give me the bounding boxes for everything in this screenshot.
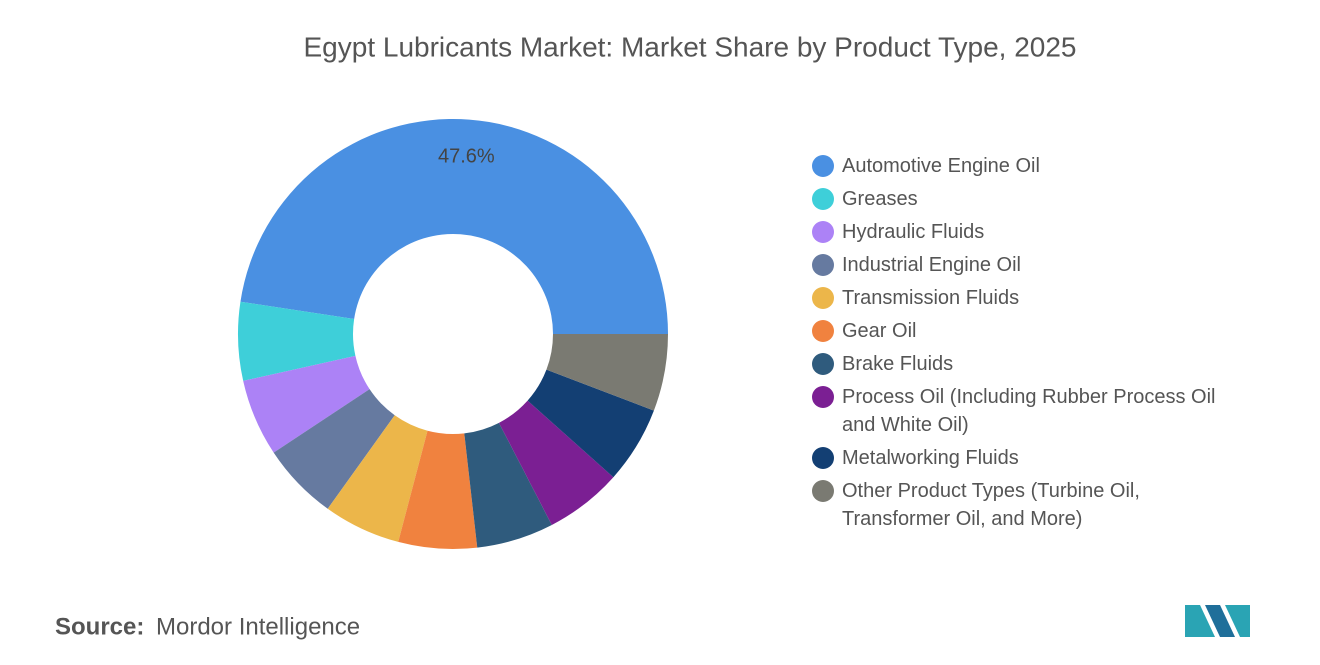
legend-label: Gear Oil [842, 320, 917, 342]
legend-label: Industrial Engine Oil [842, 254, 1021, 276]
legend-label: Process Oil (Including Rubber Process Oi… [842, 386, 1216, 436]
chart-title: Egypt Lubricants Market: Market Share by… [304, 31, 1077, 62]
slice [240, 119, 668, 334]
legend-label: Other Product Types (Turbine Oil, Transf… [842, 480, 1140, 530]
legend-label: Metalworking Fluids [842, 447, 1019, 469]
slice [243, 355, 370, 453]
slice [327, 415, 428, 542]
slice [238, 301, 356, 381]
legend-item: Metalworking Fluids [812, 444, 1252, 472]
legend-item: Greases [812, 185, 1252, 213]
legend-item: Industrial Engine Oil [812, 251, 1252, 279]
slice [546, 334, 668, 411]
legend-item: Transmission Fluids [812, 284, 1252, 312]
legend-swatch [812, 155, 834, 177]
legend-swatch [812, 188, 834, 210]
legend-label: Greases [842, 188, 918, 210]
legend-swatch [812, 386, 834, 408]
logo [1185, 605, 1250, 637]
legend-swatch [812, 320, 834, 342]
legend-swatch [812, 221, 834, 243]
source-label: Source: [55, 613, 144, 640]
slice [498, 400, 614, 525]
legend-item: Process Oil (Including Rubber Process Oi… [812, 383, 1252, 439]
legend-label: Brake Fluids [842, 353, 954, 375]
data-label: 47.6% [438, 145, 495, 167]
legend-item: Other Product Types (Turbine Oil, Transf… [812, 477, 1252, 533]
legend-swatch [812, 480, 834, 502]
legend-label: Automotive Engine Oil [842, 155, 1040, 177]
slice [273, 389, 395, 509]
slice [398, 430, 478, 549]
slice [527, 369, 654, 478]
source: Mordor Intelligence [156, 613, 360, 640]
legend-swatch [812, 254, 834, 276]
legend-swatch [812, 287, 834, 309]
legend-item: Hydraulic Fluids [812, 218, 1252, 246]
legend-swatch [812, 447, 834, 469]
legend-label: Hydraulic Fluids [842, 221, 985, 243]
legend-label: Transmission Fluids [842, 287, 1020, 309]
legend-item: Brake Fluids [812, 350, 1252, 378]
slice [464, 422, 552, 548]
legend-item: Automotive Engine Oil [812, 152, 1252, 180]
legend: Automotive Engine Oil Greases Hydraulic Fl… [812, 152, 1252, 538]
legend-item: Gear Oil [812, 317, 1252, 345]
legend-swatch [812, 353, 834, 375]
